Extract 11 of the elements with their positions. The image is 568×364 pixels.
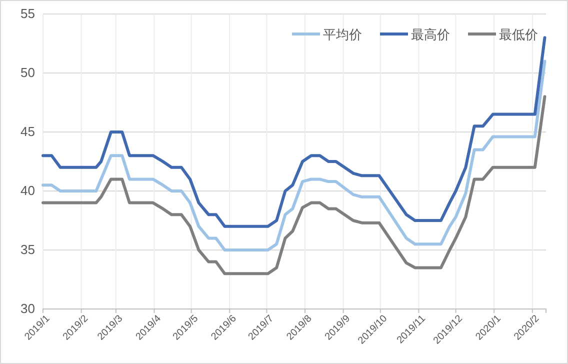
y-tick-label: 55 bbox=[20, 6, 35, 22]
legend-label: 最低价 bbox=[499, 28, 538, 43]
y-tick-label: 50 bbox=[20, 65, 35, 80]
line-series bbox=[42, 95, 546, 276]
legend-label: 平均价 bbox=[323, 28, 362, 43]
y-tick-label: 40 bbox=[20, 183, 35, 198]
legend-label: 最高价 bbox=[411, 27, 450, 43]
y-tick-label: 35 bbox=[20, 242, 35, 258]
y-tick-label: 45 bbox=[20, 124, 35, 140]
y-tick-label: 30 bbox=[20, 301, 35, 316]
line-series bbox=[42, 60, 546, 252]
